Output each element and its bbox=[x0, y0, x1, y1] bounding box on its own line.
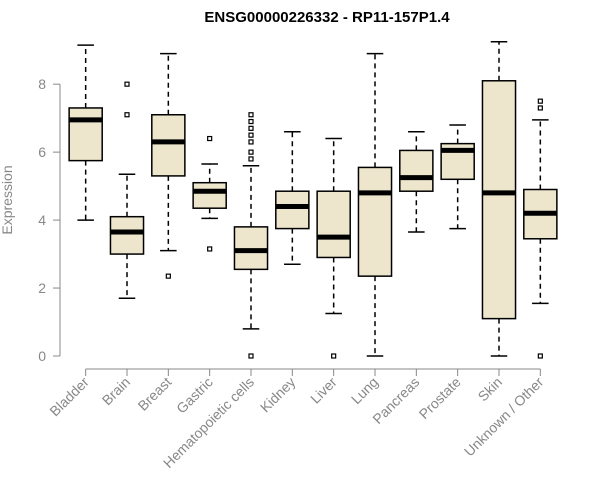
outlier-point bbox=[248, 132, 254, 138]
iqr-box bbox=[233, 226, 269, 271]
box-skin bbox=[481, 40, 517, 357]
outlier-point bbox=[248, 139, 254, 145]
y-tick-label: 2 bbox=[38, 280, 46, 296]
box-lung bbox=[357, 52, 393, 357]
chart-title: ENSG00000226332 - RP11-157P1.4 bbox=[204, 9, 450, 26]
iqr-box bbox=[68, 107, 103, 162]
y-axis: 0 2 4 6 8 bbox=[38, 76, 61, 364]
x-tick-label: Lung bbox=[348, 374, 381, 407]
outlier-point bbox=[537, 353, 543, 359]
box-liver bbox=[316, 137, 351, 359]
outlier-point bbox=[124, 112, 130, 118]
y-tick-label: 8 bbox=[38, 76, 46, 92]
outlier-point bbox=[248, 112, 254, 118]
iqr-box bbox=[192, 181, 227, 209]
outlier-point bbox=[248, 156, 254, 162]
x-tick-label: Liver bbox=[307, 374, 340, 407]
box-breast bbox=[151, 52, 186, 279]
iqr-box bbox=[275, 190, 310, 230]
y-tick-label: 4 bbox=[38, 212, 46, 228]
x-tick-label: Brain bbox=[99, 374, 133, 408]
iqr-box bbox=[151, 114, 186, 177]
outlier-point bbox=[331, 353, 337, 359]
box-kidney bbox=[275, 130, 310, 266]
iqr-box bbox=[109, 215, 145, 255]
box-series bbox=[68, 40, 558, 359]
outlier-point bbox=[207, 246, 213, 252]
outlier-point bbox=[248, 353, 254, 359]
outlier-point bbox=[207, 135, 213, 142]
y-tick-label: 0 bbox=[38, 348, 46, 364]
box-bladder bbox=[68, 44, 103, 221]
outlier-point bbox=[248, 125, 254, 131]
box-pancreas bbox=[399, 130, 434, 233]
box-hematopoietic-cells bbox=[233, 112, 269, 359]
iqr-box bbox=[481, 80, 517, 320]
x-tick-label: Breast bbox=[135, 374, 175, 414]
outlier-point bbox=[248, 149, 254, 155]
outlier-point bbox=[537, 98, 543, 104]
iqr-box bbox=[316, 190, 351, 259]
x-tick-label: Skin bbox=[475, 374, 506, 405]
box-gastric bbox=[192, 135, 227, 252]
x-tick-label: Kidney bbox=[257, 374, 299, 416]
y-axis-label: Expression bbox=[0, 165, 15, 234]
iqr-box bbox=[399, 149, 434, 192]
x-tick-label: Bladder bbox=[46, 374, 92, 420]
y-tick-label: 6 bbox=[38, 144, 46, 160]
outlier-point bbox=[124, 81, 130, 87]
box-prostate bbox=[440, 124, 475, 230]
box-unknown-other bbox=[523, 98, 558, 359]
x-tick-label: Prostate bbox=[416, 374, 464, 422]
box-brain bbox=[109, 81, 145, 299]
outlier-point bbox=[537, 105, 543, 111]
outlier-point bbox=[248, 118, 254, 125]
iqr-box bbox=[357, 166, 393, 277]
outlier-point bbox=[165, 273, 171, 279]
